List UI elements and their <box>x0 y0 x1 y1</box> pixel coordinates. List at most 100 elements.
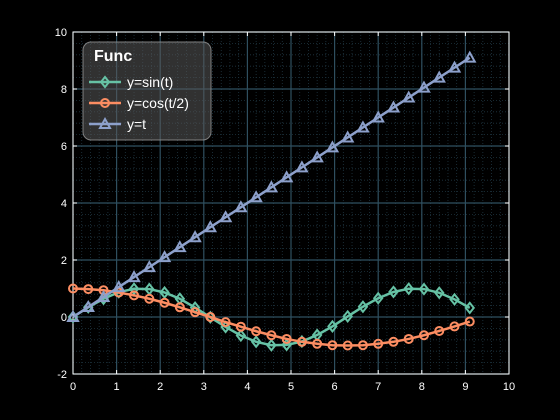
data-point-circle <box>220 317 231 328</box>
data-point-circle <box>83 284 94 295</box>
data-point-triangle <box>127 270 141 283</box>
legend-label: y=cos(t/2) <box>127 95 189 111</box>
data-point-triangle <box>98 116 112 129</box>
x-tick-label: 4 <box>244 381 250 393</box>
data-point-diamond <box>235 328 247 343</box>
data-point-circle <box>357 340 368 351</box>
data-point-circle <box>312 338 323 349</box>
series-layer <box>66 50 477 352</box>
data-point-diamond <box>464 301 476 315</box>
data-point-triangle <box>447 60 462 73</box>
legend-entries: y=sin(t) y=cos(t/2) y=t <box>89 74 189 132</box>
x-tick-label: 3 <box>201 381 207 393</box>
data-point-circle <box>327 340 338 351</box>
legend-label: y=sin(t) <box>127 74 173 90</box>
data-point-triangle <box>112 280 126 293</box>
data-point-diamond <box>357 300 369 314</box>
data-point-diamond <box>403 282 415 296</box>
data-point-triangle <box>234 200 248 213</box>
data-point-triangle <box>402 90 416 103</box>
legend: Func y=sin(t) y=cos(t/2) y=t <box>82 41 212 141</box>
data-point-circle <box>251 326 262 337</box>
legend-entry: y=sin(t) <box>89 74 173 90</box>
data-point-diamond <box>372 291 384 305</box>
data-point-diamond <box>266 338 277 352</box>
y-tick-label: -2 <box>57 369 67 381</box>
data-point-diamond <box>327 319 338 334</box>
data-point-triangle <box>173 240 187 253</box>
x-tick-label: 0 <box>70 381 76 393</box>
data-point-circle <box>388 336 399 347</box>
data-point-triangle <box>81 299 95 313</box>
data-point-circle <box>418 330 429 341</box>
data-point-circle <box>281 333 292 344</box>
data-point-circle <box>174 302 185 313</box>
legend-label: y=t <box>127 116 146 132</box>
data-point-circle <box>342 340 353 351</box>
data-point-circle <box>144 293 155 304</box>
data-point-triangle <box>157 250 172 263</box>
data-point-circle <box>434 325 445 336</box>
data-point-circle <box>98 285 109 296</box>
data-point-triangle <box>371 110 385 123</box>
y-tick-label: 2 <box>61 255 67 267</box>
data-point-circle <box>129 290 140 301</box>
x-tick-label: 5 <box>288 381 294 393</box>
data-point-triangle <box>295 160 309 173</box>
data-point-circle <box>266 330 277 341</box>
x-tick-label: 9 <box>462 381 468 393</box>
data-point-triangle <box>310 150 324 163</box>
data-point-circle <box>100 98 110 108</box>
data-point-triangle <box>463 50 477 63</box>
data-point-triangle <box>325 140 340 153</box>
y-tick-labels: -2 0 2 4 6 8 10 <box>55 27 67 381</box>
data-point-diamond <box>449 292 460 306</box>
data-point-circle <box>205 312 216 322</box>
data-point-circle <box>296 336 307 347</box>
data-point-circle <box>403 333 414 344</box>
data-point-diamond <box>388 285 399 299</box>
y-tick-label: 8 <box>61 84 67 96</box>
data-point-triangle <box>356 120 370 133</box>
y-tick-label: 10 <box>55 27 67 39</box>
data-point-circle <box>373 338 384 349</box>
legend-box <box>82 41 212 141</box>
data-point-circle <box>68 283 78 294</box>
data-point-triangle <box>142 260 156 273</box>
data-point-diamond <box>128 282 140 296</box>
data-point-triangle <box>218 210 233 223</box>
data-point-triangle <box>340 130 355 143</box>
data-point-triangle <box>249 190 263 203</box>
data-point-circle <box>190 307 201 318</box>
data-point-triangle <box>386 100 401 113</box>
data-point-circle <box>159 297 170 308</box>
data-point-diamond <box>250 335 262 349</box>
data-point-triangle <box>417 80 431 93</box>
y-tick-label: 0 <box>61 312 67 324</box>
data-point-diamond <box>342 309 353 324</box>
y-tick-label: 4 <box>61 198 67 210</box>
legend-title: Func <box>94 48 132 65</box>
x-tick-label: 1 <box>114 381 120 393</box>
legend-entry: y=t <box>89 116 146 132</box>
axis-ticks <box>72 31 510 375</box>
data-point-diamond <box>99 75 111 89</box>
x-tick-label: 10 <box>503 381 515 393</box>
data-point-triangle <box>203 220 218 233</box>
data-point-triangle <box>188 230 202 243</box>
x-tick-label: 7 <box>375 381 381 393</box>
data-point-triangle <box>279 170 294 183</box>
x-tick-label: 2 <box>157 381 163 393</box>
data-point-triangle <box>96 289 111 303</box>
data-point-circle <box>464 316 475 327</box>
data-point-diamond <box>418 282 430 296</box>
x-tick-label: 8 <box>419 381 425 393</box>
data-point-diamond <box>433 286 445 300</box>
series-line <box>72 287 471 347</box>
x-tick-labels: 0 1 2 3 4 5 6 7 8 9 10 <box>70 381 515 393</box>
data-point-diamond <box>159 285 170 300</box>
data-point-diamond <box>281 338 292 352</box>
data-point-triangle <box>66 309 80 322</box>
data-point-triangle <box>432 70 446 83</box>
